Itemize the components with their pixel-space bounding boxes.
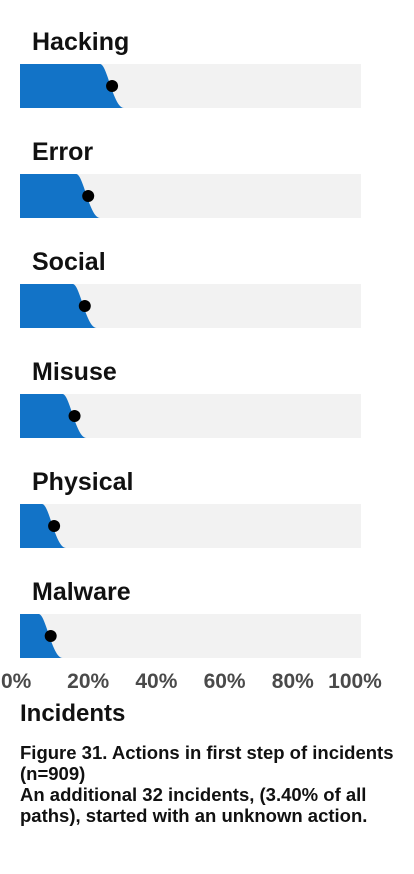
bar-track [20, 614, 361, 658]
chart-row: Hacking [20, 28, 361, 108]
chart-row: Physical [20, 468, 361, 548]
x-tick-label: 80% [272, 670, 314, 693]
value-point [44, 630, 57, 642]
x-tick-label: 100% [328, 670, 382, 693]
chart-row: Social [20, 248, 361, 328]
bar-misuse [20, 394, 87, 438]
slab-chart: Hacking Error Social Misuse Physical Malware 0… [1, 28, 382, 693]
figure-caption: Figure 31. Actions in first step of inci… [20, 742, 400, 826]
value-point [48, 520, 61, 532]
bar-track [20, 504, 361, 548]
bar-physical [20, 504, 67, 548]
bar-malware [20, 614, 63, 658]
x-tick-label: 40% [135, 670, 177, 693]
caption-title: Figure 31. Actions in first step of inci… [20, 742, 394, 784]
bar-error [20, 174, 101, 218]
x-tick-label: 20% [67, 670, 109, 693]
x-tick-label: 0% [1, 670, 32, 693]
x-axis-title: Incidents [20, 700, 126, 727]
caption-note: An additional 32 incidents, (3.40% of al… [20, 784, 368, 826]
chart-row: Malware [20, 578, 361, 658]
category-label: Malware [32, 578, 131, 606]
bar-hacking [20, 64, 125, 108]
x-tick-label: 60% [204, 670, 246, 693]
chart-row: Error [20, 138, 361, 218]
category-label: Misuse [32, 358, 117, 386]
category-label: Social [32, 248, 106, 276]
bar-social [20, 284, 97, 328]
category-label: Error [32, 138, 93, 166]
category-label: Hacking [32, 28, 129, 56]
chart-row: Misuse [20, 358, 361, 438]
value-point [82, 190, 95, 202]
value-point [106, 80, 119, 92]
value-point [78, 300, 91, 312]
value-point [68, 410, 81, 422]
category-label: Physical [32, 468, 133, 496]
